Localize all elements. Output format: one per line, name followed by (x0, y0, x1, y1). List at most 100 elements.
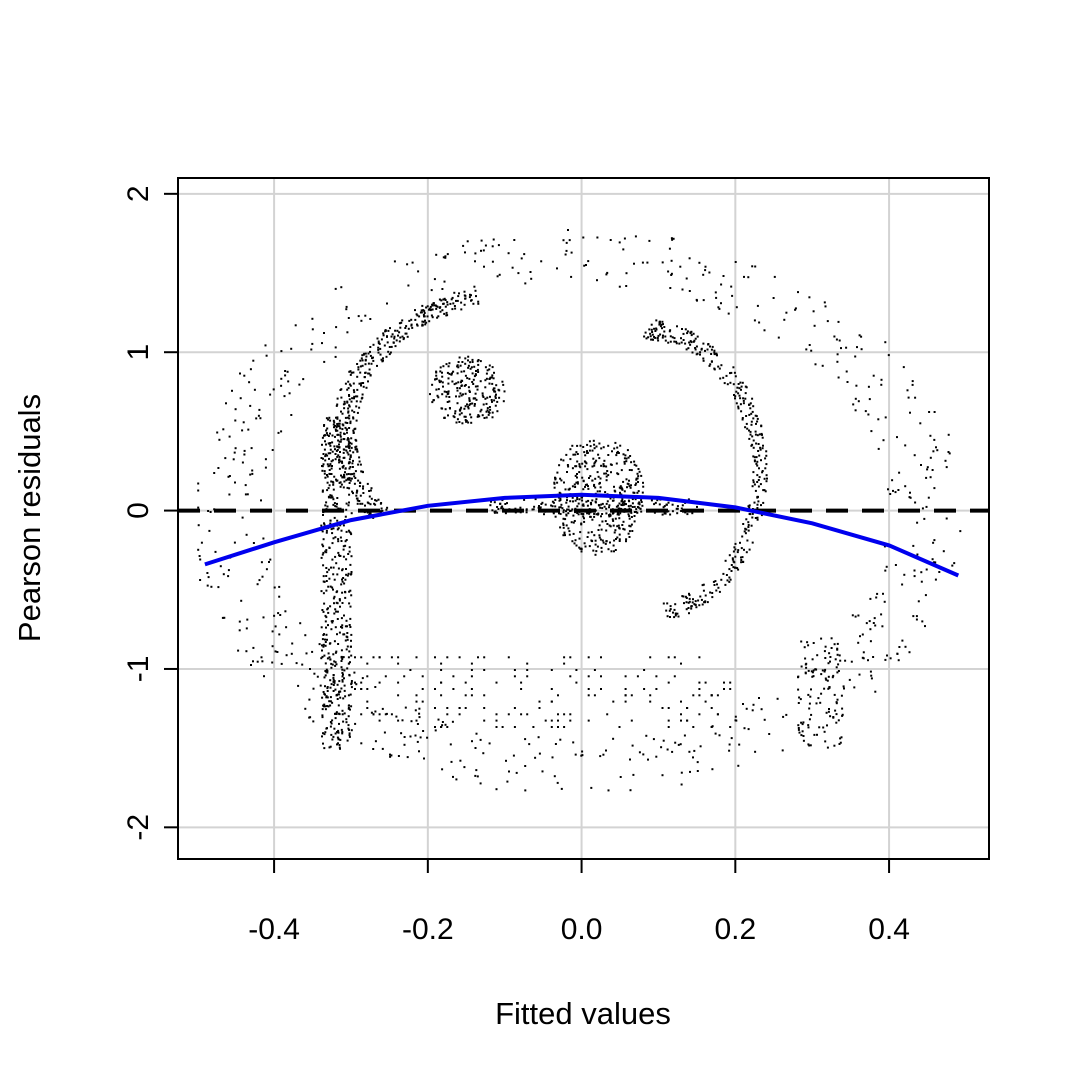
data-point (340, 410, 342, 413)
data-point (734, 375, 737, 378)
data-point (599, 481, 601, 484)
data-point (327, 611, 330, 614)
data-point (245, 650, 248, 653)
data-point (734, 542, 737, 545)
data-point (332, 488, 335, 491)
data-point (746, 427, 749, 430)
data-point (750, 420, 753, 423)
data-point (603, 459, 606, 462)
data-point (426, 305, 429, 308)
data-point (732, 383, 735, 386)
data-point (671, 503, 674, 506)
data-point (369, 503, 372, 506)
data-point (606, 271, 609, 274)
data-point (807, 669, 810, 672)
data-point (332, 684, 335, 686)
data-point (415, 656, 418, 659)
data-point (358, 406, 361, 409)
data-point (551, 756, 554, 759)
data-point (635, 510, 638, 513)
data-point (585, 264, 587, 266)
data-point (747, 526, 750, 528)
data-point (594, 553, 597, 556)
data-point (339, 696, 342, 699)
data-point (487, 413, 490, 416)
data-point (667, 510, 670, 513)
data-point (713, 351, 716, 354)
data-point (640, 510, 643, 513)
data-point (383, 731, 386, 734)
data-point (565, 453, 568, 456)
data-point (333, 516, 336, 519)
data-point (326, 475, 329, 478)
data-point (554, 515, 557, 518)
data-point (330, 628, 333, 631)
data-point (285, 654, 288, 657)
data-point (443, 280, 446, 283)
data-point (335, 449, 338, 452)
data-point (710, 726, 713, 728)
data-point (415, 313, 418, 316)
data-point (329, 605, 332, 608)
data-point (362, 485, 365, 488)
data-point (268, 561, 270, 563)
data-point (336, 590, 339, 593)
data-point (650, 323, 653, 326)
data-point (672, 611, 674, 614)
data-point (731, 558, 734, 561)
data-point (914, 501, 917, 504)
data-point (676, 612, 679, 615)
data-point (438, 298, 441, 301)
data-point (653, 327, 656, 330)
data-point (348, 383, 351, 386)
data-point (687, 347, 690, 350)
data-point (454, 412, 457, 415)
data-point (552, 501, 555, 504)
data-point (441, 371, 443, 374)
data-point (470, 416, 473, 419)
data-point (690, 334, 693, 337)
data-point (448, 362, 451, 365)
data-point (364, 352, 367, 355)
data-point (326, 505, 329, 508)
data-point (605, 465, 608, 468)
data-point (338, 440, 341, 443)
data-point (524, 738, 527, 741)
data-point (741, 381, 744, 384)
data-point (588, 440, 591, 443)
data-point (647, 336, 650, 339)
data-point (265, 568, 268, 571)
data-point (356, 395, 359, 398)
data-point (466, 377, 469, 380)
data-point (758, 321, 761, 324)
data-point (619, 444, 622, 447)
data-point (636, 675, 639, 678)
data-point (857, 400, 860, 403)
data-point (485, 372, 488, 375)
data-point (649, 694, 652, 697)
data-point (557, 719, 559, 722)
data-point (351, 409, 354, 412)
data-point (441, 721, 444, 723)
data-point (308, 698, 311, 701)
data-point (276, 651, 279, 653)
data-point (599, 477, 602, 480)
data-point (559, 477, 562, 480)
data-point (467, 386, 470, 389)
data-point (477, 359, 480, 361)
data-point (583, 520, 586, 523)
data-point (692, 756, 694, 759)
data-point (452, 775, 454, 778)
data-point (633, 505, 636, 508)
data-point (677, 743, 680, 746)
data-point (581, 754, 584, 757)
data-point (611, 512, 614, 515)
data-point (565, 501, 568, 504)
data-point (567, 527, 570, 530)
data-point (325, 529, 328, 532)
data-point (459, 364, 462, 367)
data-point (334, 664, 337, 667)
data-point (321, 465, 324, 468)
data-point (590, 503, 593, 506)
data-point (489, 504, 492, 507)
